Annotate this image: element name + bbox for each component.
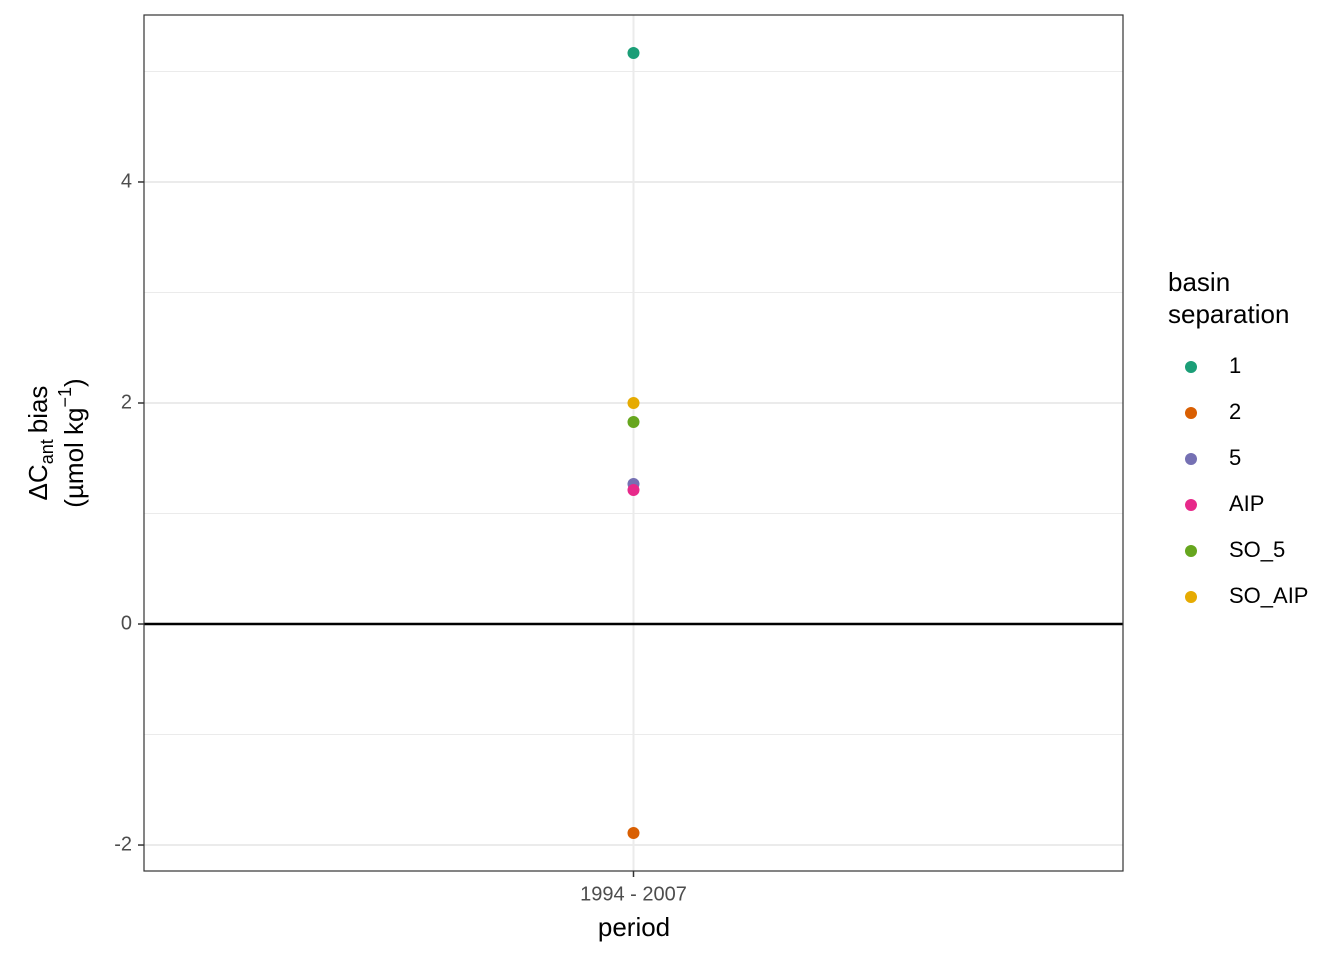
legend-title: separation — [1168, 299, 1289, 329]
panel-border — [143, 14, 1124, 872]
legend-key — [1185, 499, 1197, 511]
y-unit-sup: −1 — [55, 387, 75, 408]
point — [627, 483, 640, 496]
y-unit-close: ) — [59, 378, 89, 387]
legend-key — [1185, 407, 1197, 419]
legend-label: 5 — [1229, 445, 1241, 470]
y-tick-label: 2 — [121, 391, 132, 413]
legend-title: basin — [1168, 267, 1230, 297]
legend-key — [1185, 545, 1197, 557]
x-axis-title: period — [598, 912, 670, 942]
point — [627, 416, 640, 429]
y-axis-title: ΔCant bias — [23, 386, 57, 501]
y-title-rest: bias — [23, 386, 53, 434]
legend-key — [1185, 361, 1197, 373]
point — [627, 47, 640, 60]
legend-label: AIP — [1229, 491, 1264, 516]
y-unit-main: (µmol kg — [59, 407, 89, 507]
legend-label: SO_AIP — [1229, 583, 1308, 608]
legend-key — [1185, 453, 1197, 465]
y-axis-unit: (µmol kg−1) — [55, 378, 89, 507]
x-tick-label: 1994 - 2007 — [580, 883, 687, 905]
y-tick-label: 0 — [121, 612, 132, 634]
legend-label: SO_5 — [1229, 537, 1285, 562]
legend-label: 2 — [1229, 399, 1241, 424]
point — [627, 396, 640, 409]
point — [627, 826, 640, 839]
y-tick-label: -2 — [114, 833, 132, 855]
y-title-main: ΔC — [23, 464, 53, 500]
y-title-sub: ant — [37, 439, 57, 464]
y-tick-label: 4 — [121, 170, 132, 192]
legend-key — [1185, 591, 1197, 603]
legend-label: 1 — [1229, 353, 1241, 378]
